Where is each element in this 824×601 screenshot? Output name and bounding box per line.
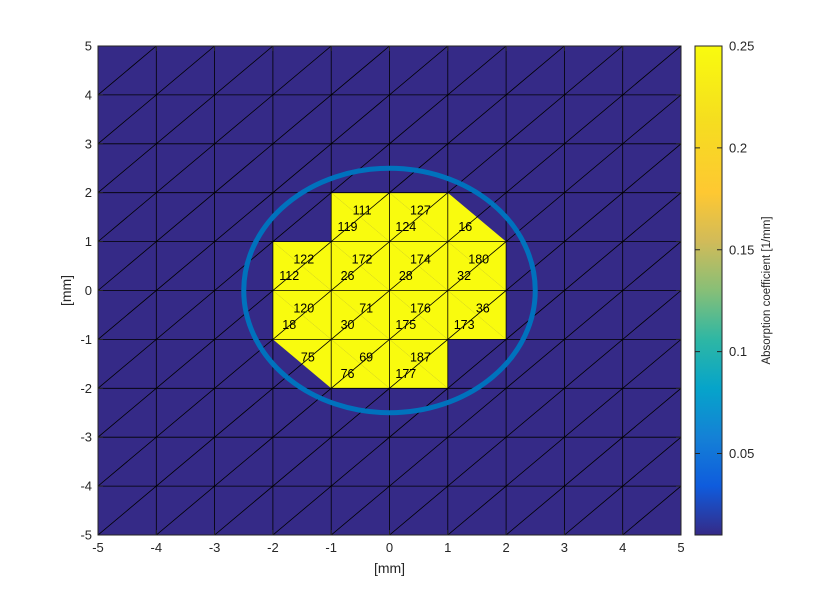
mesh-diagonal bbox=[622, 485, 681, 535]
mesh-diagonal bbox=[98, 46, 274, 194]
element-label-127: 127 bbox=[410, 204, 431, 218]
mesh-diagonal bbox=[98, 46, 157, 96]
element-label-119: 119 bbox=[338, 220, 358, 234]
y-tick-label: 0 bbox=[85, 283, 92, 298]
mesh-diagonal bbox=[98, 46, 332, 242]
element-label-36: 36 bbox=[476, 301, 490, 315]
element-label-26: 26 bbox=[341, 269, 355, 283]
y-axis-label: [mm] bbox=[58, 275, 74, 306]
element-label-16: 16 bbox=[458, 220, 472, 234]
element-label-177: 177 bbox=[395, 367, 416, 381]
element-label-176: 176 bbox=[410, 301, 431, 315]
y-axis-ticks: -5 -4 -3 -2 -1 0 1 2 3 4 5 bbox=[80, 39, 681, 543]
mesh-diagonal bbox=[98, 46, 449, 340]
x-tick-label: 5 bbox=[677, 540, 684, 555]
colorbar-ticks: 0.05 0.1 0.15 0.2 0.25 bbox=[695, 39, 754, 461]
mesh-diagonal bbox=[98, 46, 623, 487]
element-label-124: 124 bbox=[395, 220, 416, 234]
x-tick-label: 1 bbox=[444, 540, 451, 555]
x-tick-label: -2 bbox=[267, 540, 279, 555]
mesh-lines bbox=[98, 46, 681, 535]
element-label-112: 112 bbox=[279, 269, 299, 283]
element-label-75: 75 bbox=[301, 350, 315, 364]
mesh-diagonal bbox=[389, 290, 681, 535]
mesh-diagonal bbox=[272, 192, 681, 535]
x-tick-label: -5 bbox=[92, 540, 104, 555]
mesh-diagonal bbox=[98, 46, 390, 291]
colorbar-label: Absorption coefficient [1/mm] bbox=[761, 216, 773, 364]
y-tick-label: 5 bbox=[85, 39, 92, 54]
y-tick-label: 2 bbox=[85, 185, 92, 200]
y-tick-label: -1 bbox=[80, 332, 92, 347]
element-label-32: 32 bbox=[457, 269, 471, 283]
y-tick-label: -4 bbox=[80, 479, 92, 494]
colorbar-tick-label: 0.1 bbox=[729, 344, 747, 359]
x-tick-label: 3 bbox=[561, 540, 568, 555]
mesh-diagonal bbox=[214, 143, 681, 535]
element-label-174: 174 bbox=[410, 252, 431, 266]
element-label-122: 122 bbox=[293, 252, 314, 266]
y-tick-label: -3 bbox=[80, 430, 92, 445]
element-label-111: 111 bbox=[353, 204, 372, 218]
y-tick-label: 3 bbox=[85, 136, 92, 151]
element-label-175: 175 bbox=[395, 318, 416, 332]
element-label-76: 76 bbox=[341, 367, 355, 381]
y-tick-label: 4 bbox=[85, 87, 92, 102]
inclusion-ellipse bbox=[241, 165, 538, 416]
mesh-diagonal bbox=[564, 436, 681, 535]
x-axis-label: [mm] bbox=[374, 560, 405, 576]
element-label-71: 71 bbox=[359, 301, 373, 315]
element-label-18: 18 bbox=[282, 318, 296, 332]
x-tick-label: -1 bbox=[325, 540, 337, 555]
mesh-diagonal bbox=[156, 94, 681, 535]
element-label-30: 30 bbox=[341, 318, 355, 332]
x-axis-ticks: -5 -4 -3 -2 -1 0 1 2 3 4 5 bbox=[92, 46, 685, 555]
element-label-69: 69 bbox=[359, 350, 373, 364]
colorbar-tick-label: 0.05 bbox=[729, 446, 754, 461]
element-label-28: 28 bbox=[399, 269, 413, 283]
colorbar-tick-label: 0.25 bbox=[729, 39, 754, 54]
element-label-187: 187 bbox=[410, 350, 431, 364]
element-label-180: 180 bbox=[468, 252, 489, 266]
y-tick-label: -5 bbox=[80, 528, 92, 543]
mesh-diagonal bbox=[98, 46, 565, 438]
y-tick-label: 1 bbox=[85, 234, 92, 249]
y-tick-label: -2 bbox=[80, 381, 92, 396]
x-tick-label: 2 bbox=[502, 540, 509, 555]
mesh-diagonal bbox=[447, 339, 681, 535]
mesh-diagonal bbox=[330, 241, 681, 535]
element-label-120: 120 bbox=[293, 301, 314, 315]
element-label-172: 172 bbox=[352, 252, 373, 266]
mesh-diagonal bbox=[505, 387, 681, 535]
mesh-diagonal bbox=[98, 46, 215, 145]
x-tick-label: 4 bbox=[619, 540, 626, 555]
colorbar-tick-label: 0.15 bbox=[729, 242, 754, 257]
element-label-173: 173 bbox=[454, 318, 475, 332]
colorbar-tick-label: 0.2 bbox=[729, 140, 747, 155]
element-labels: 111 119 127 124 16 122 112 172 26 174 28 180 32 120 18… bbox=[279, 204, 490, 381]
x-tick-label: -4 bbox=[151, 540, 163, 555]
x-tick-label: -3 bbox=[209, 540, 221, 555]
mesh-diagonal bbox=[98, 46, 507, 389]
x-tick-label: 0 bbox=[386, 540, 393, 555]
colorbar bbox=[694, 45, 723, 536]
mesh-diagonal bbox=[98, 46, 681, 535]
